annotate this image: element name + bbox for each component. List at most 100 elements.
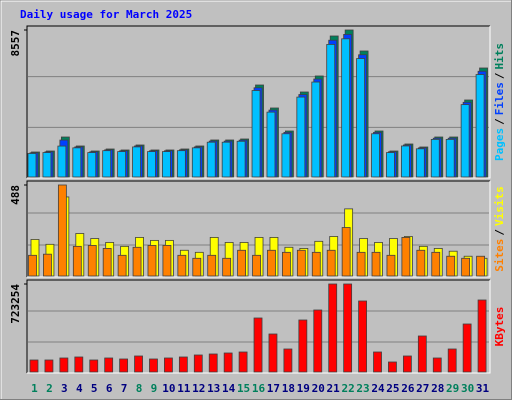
x-tick-label: 3	[61, 382, 68, 395]
bar	[236, 140, 246, 178]
bar	[208, 353, 218, 373]
bar	[388, 361, 397, 373]
bar	[461, 257, 471, 277]
x-tick-label: 13	[207, 382, 220, 395]
bar	[445, 139, 455, 178]
bar	[328, 283, 338, 373]
bar	[267, 249, 276, 277]
bar	[281, 133, 291, 178]
bar	[447, 348, 457, 373]
bar	[87, 152, 97, 178]
plot-border	[27, 26, 491, 179]
bar	[72, 245, 82, 277]
x-tick-label: 8	[136, 382, 143, 395]
x-tick-label: 16	[252, 382, 266, 395]
bar	[477, 299, 487, 373]
bar	[206, 141, 216, 178]
bar	[29, 359, 39, 373]
x-tick-label: 4	[76, 382, 83, 395]
bar	[119, 358, 129, 373]
x-tick-label: 10	[162, 382, 175, 395]
bar	[326, 249, 336, 277]
bar	[253, 317, 263, 373]
x-tick-label: 25	[386, 382, 399, 395]
plot-border	[27, 181, 491, 278]
x-tick-label: 2	[46, 382, 53, 395]
x-tick-label: 31	[476, 382, 490, 395]
legend-entry: Sites	[493, 239, 506, 272]
plot-border	[26, 25, 490, 178]
x-tick-label: 5	[91, 382, 98, 395]
bar	[371, 251, 381, 277]
bar	[44, 359, 54, 373]
bar	[102, 150, 112, 178]
x-tick-label: 27	[416, 382, 429, 395]
bar	[176, 150, 186, 178]
bar	[283, 348, 293, 373]
bar	[430, 139, 440, 178]
bar	[222, 257, 232, 277]
bar	[400, 145, 410, 178]
bar	[57, 184, 67, 277]
bar	[162, 245, 172, 277]
bar	[192, 257, 202, 277]
bar	[191, 147, 201, 178]
x-tick-label: 26	[401, 382, 415, 395]
x-tick-label: 29	[446, 382, 459, 395]
bar	[147, 245, 157, 277]
bar	[313, 309, 323, 373]
bar	[326, 44, 336, 178]
x-tick-label: 9	[151, 382, 158, 395]
bar	[282, 251, 291, 277]
bar	[147, 151, 156, 178]
x-tick-label: 6	[106, 382, 113, 395]
bar	[475, 74, 485, 178]
bar	[416, 249, 426, 277]
bar	[386, 152, 395, 178]
x-tick-label: 12	[192, 382, 205, 395]
bar	[117, 151, 127, 178]
bar	[87, 245, 97, 277]
bar	[446, 255, 456, 277]
bar	[102, 248, 112, 277]
bar	[178, 356, 188, 373]
x-tick-label: 20	[312, 382, 325, 395]
legend-separator: /	[493, 118, 506, 125]
bar	[162, 151, 171, 178]
x-tick-label: 1	[31, 382, 38, 395]
bar	[252, 254, 261, 277]
bar	[132, 246, 142, 277]
bar	[417, 335, 427, 373]
plot-border	[27, 280, 491, 374]
x-tick-label: 17	[267, 382, 280, 395]
legend-entry: Files	[493, 82, 506, 115]
bar	[42, 152, 52, 178]
bar	[401, 236, 411, 277]
legend: Sites / Visits	[493, 186, 506, 272]
x-tick-label: 22	[341, 382, 354, 395]
bar	[356, 58, 365, 178]
legend-entry: Pages	[493, 128, 506, 161]
bar	[72, 147, 82, 178]
bar	[431, 251, 441, 277]
bar	[356, 251, 366, 277]
bar	[89, 359, 99, 373]
bar	[373, 351, 382, 373]
x-tick-label: 14	[222, 382, 236, 395]
bar	[341, 227, 351, 277]
plot-border	[26, 279, 490, 373]
bar	[74, 356, 84, 373]
bar	[132, 146, 141, 178]
x-tick-label: 11	[177, 382, 191, 395]
y-tick-label: 723254	[9, 284, 22, 324]
bar	[251, 90, 261, 178]
bar	[386, 254, 396, 277]
x-tick-label: 24	[371, 382, 385, 395]
y-tick-label: 8557	[9, 30, 22, 57]
x-tick-label: 28	[431, 382, 444, 395]
bar	[432, 357, 442, 373]
bar	[462, 323, 472, 373]
bar	[268, 333, 278, 373]
x-tick-label: 21	[327, 382, 341, 395]
